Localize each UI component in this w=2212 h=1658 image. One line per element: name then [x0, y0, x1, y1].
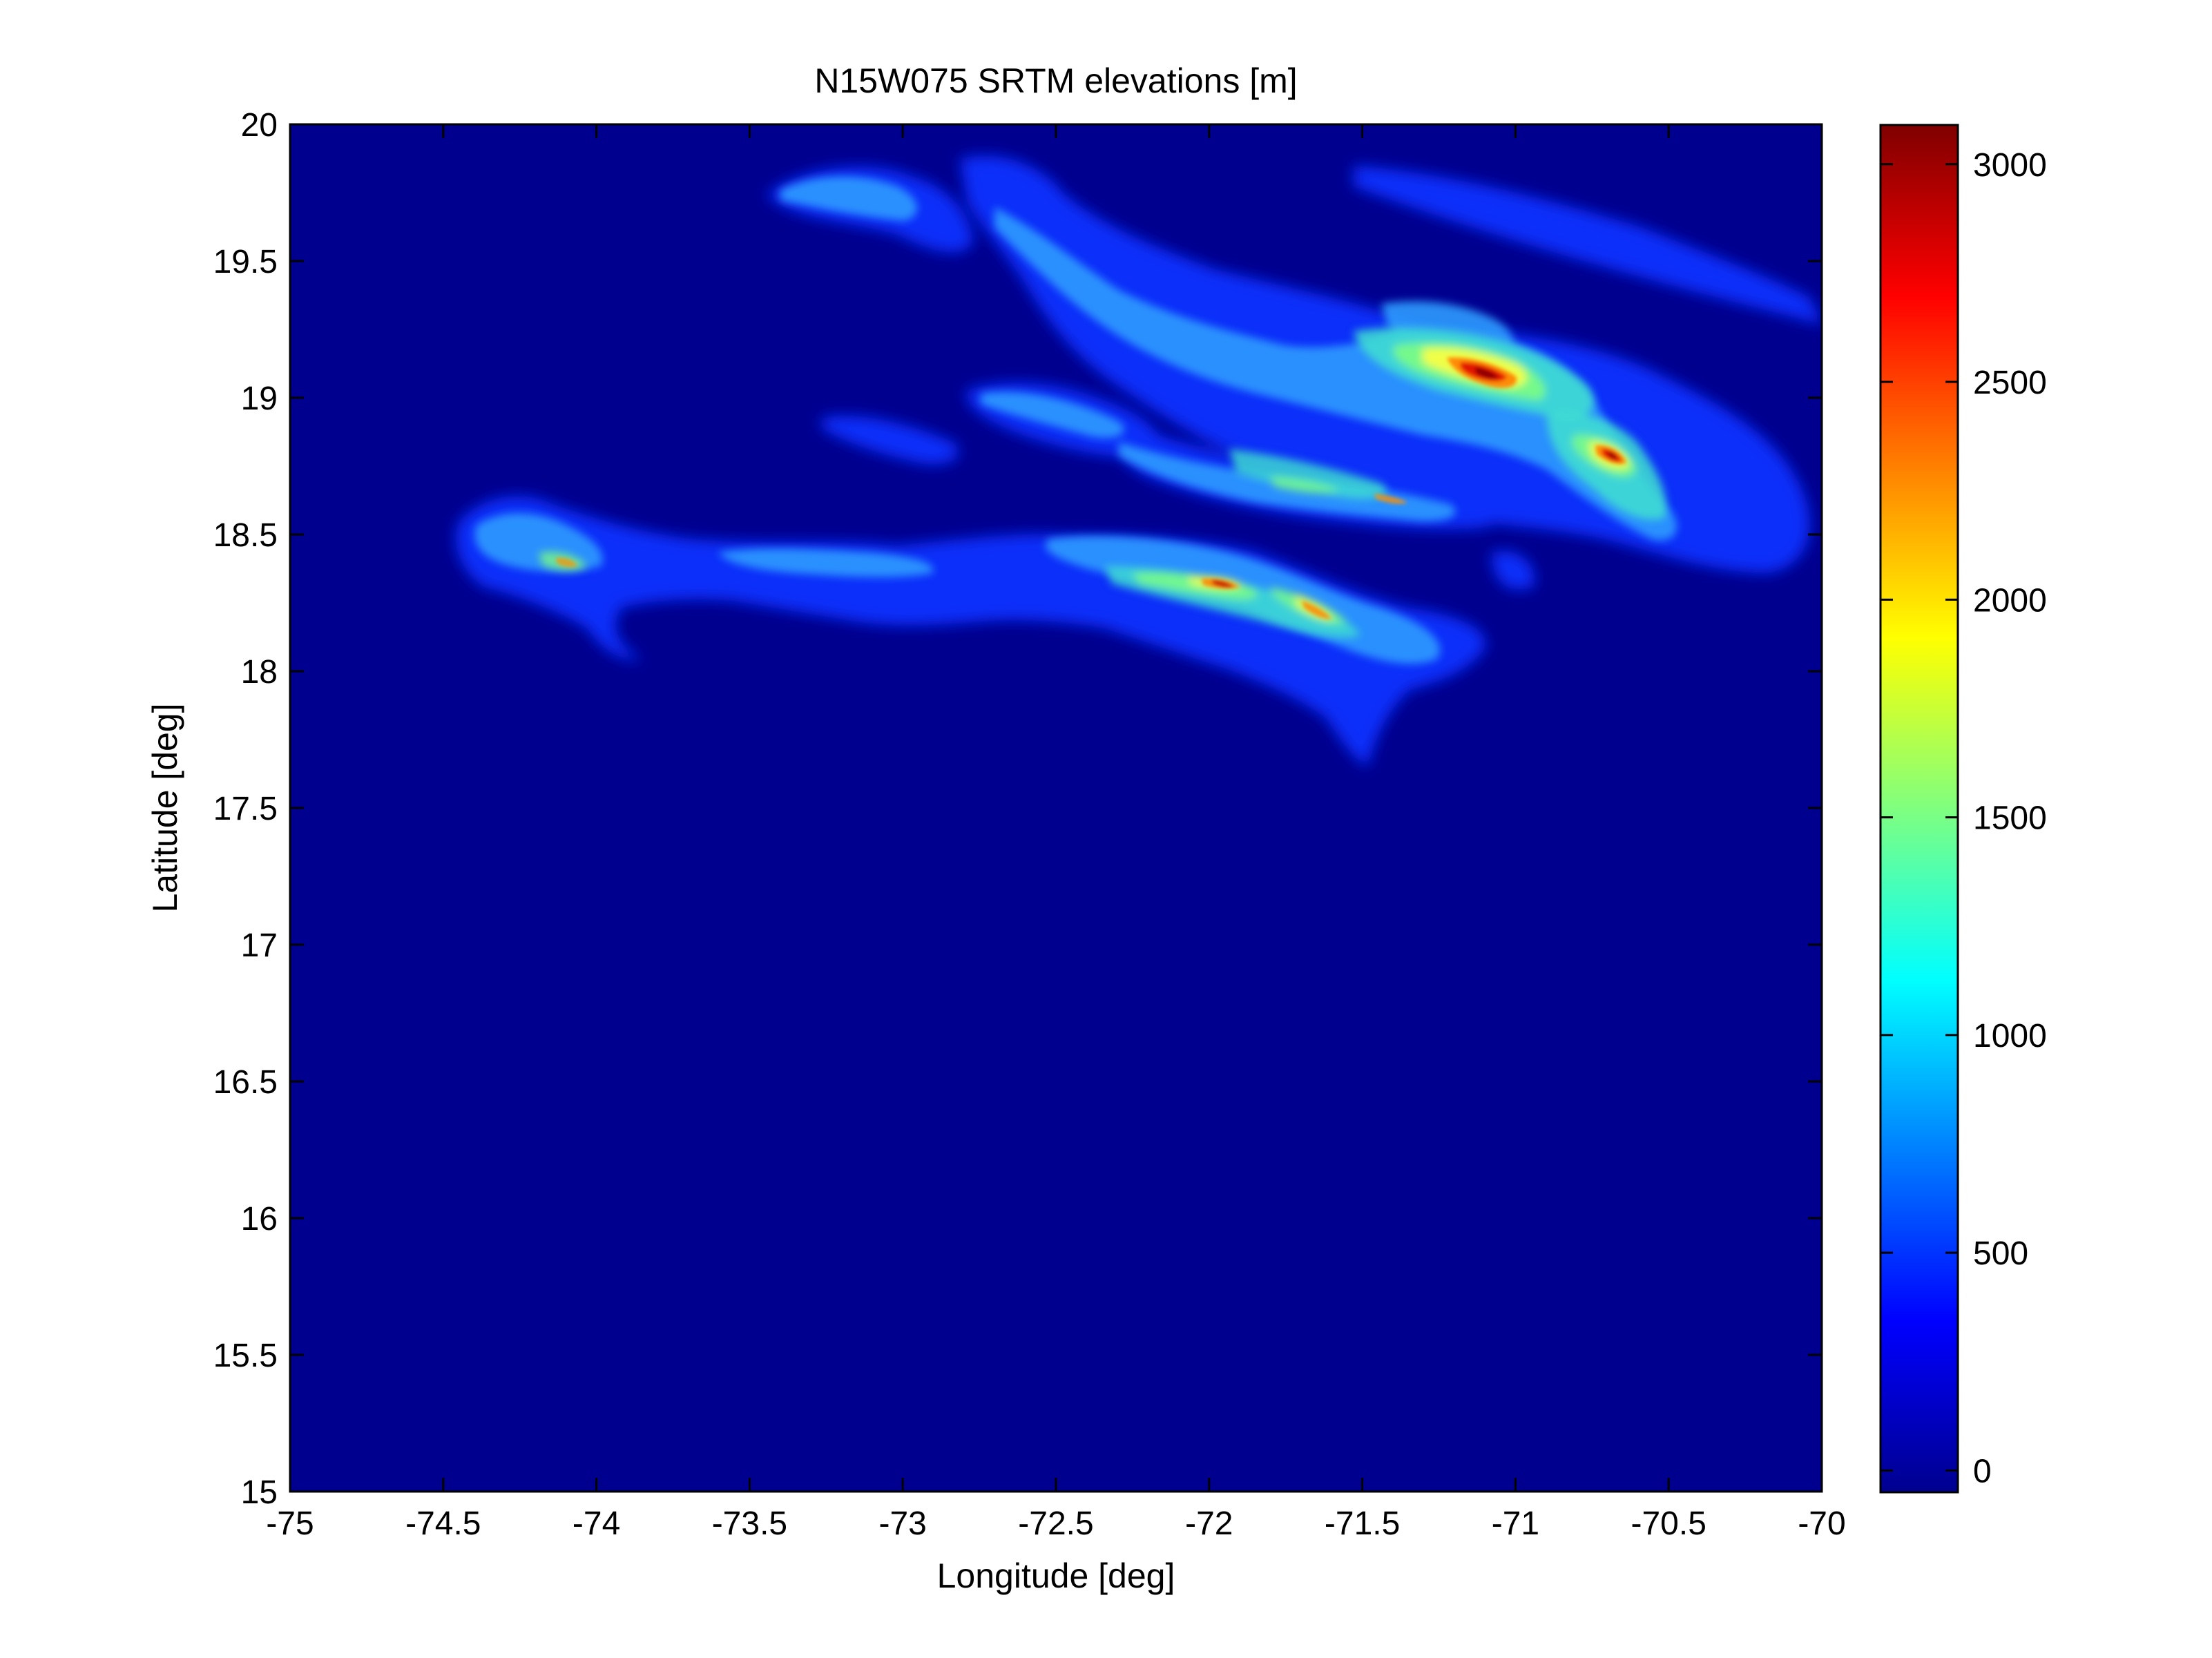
- colorbar-tick-label: 0: [1973, 1453, 1992, 1490]
- y-tick-label: 16.5: [213, 1064, 278, 1101]
- y-tick-label: 19: [241, 380, 278, 417]
- colorbar-ticks: 0 500 1000 1500 2000 2500 3000: [1881, 147, 2047, 1490]
- x-tick-label: -71: [1492, 1505, 1539, 1542]
- colorbar-tick-label: 1500: [1973, 800, 2047, 837]
- y-axis-label: Latitude [deg]: [146, 703, 184, 912]
- colorbar-tick-label: 3000: [1973, 147, 2047, 184]
- y-tick-label: 18.5: [213, 517, 278, 554]
- x-tick-label: -72.5: [1018, 1505, 1093, 1542]
- y-tick-label: 20: [241, 107, 278, 144]
- y-tick-label: 16: [241, 1201, 278, 1237]
- y-tick-label: 15.5: [213, 1338, 278, 1374]
- y-tick-label: 17: [241, 927, 278, 964]
- elevation-terrain: [455, 155, 1822, 767]
- x-axis: -75 -74.5 -74 -73.5 -73 -72.5 -72 -71.5 -71 -70.5…: [266, 124, 1846, 1542]
- x-tick-label: -70: [1798, 1505, 1845, 1542]
- y-tick-label: 18: [241, 654, 278, 691]
- chart-title: N15W075 SRTM elevations [m]: [814, 61, 1297, 100]
- x-tick-label: -72: [1185, 1505, 1233, 1542]
- x-tick-label: -73.5: [712, 1505, 787, 1542]
- y-tick-label: 19.5: [213, 244, 278, 280]
- colorbar-tick-label: 1000: [1973, 1018, 2047, 1054]
- colorbar-tick-label: 2000: [1973, 582, 2047, 619]
- x-tick-label: -74.5: [405, 1505, 481, 1542]
- x-tick-label: -74: [573, 1505, 620, 1542]
- colorbar-tick-label: 2500: [1973, 365, 2047, 401]
- y-tick-label: 15: [241, 1474, 278, 1511]
- colorbar-tick-label: 500: [1973, 1235, 2028, 1272]
- x-axis-label: Longitude [deg]: [937, 1556, 1175, 1595]
- x-tick-label: -71.5: [1325, 1505, 1400, 1542]
- y-axis: 15 15.5 16 16.5 17 17.5 18 18.5 19 19.5 20: [213, 107, 1822, 1511]
- x-tick-label: -70.5: [1631, 1505, 1706, 1542]
- x-tick-label: -73: [879, 1505, 927, 1542]
- x-tick-label: -75: [266, 1505, 314, 1542]
- colorbar: 0 500 1000 1500 2000 2500 3000: [1879, 124, 2047, 1494]
- y-tick-label: 17.5: [213, 791, 278, 827]
- plot-area: [290, 124, 1822, 1492]
- colorbar-gradient: [1879, 124, 1959, 1494]
